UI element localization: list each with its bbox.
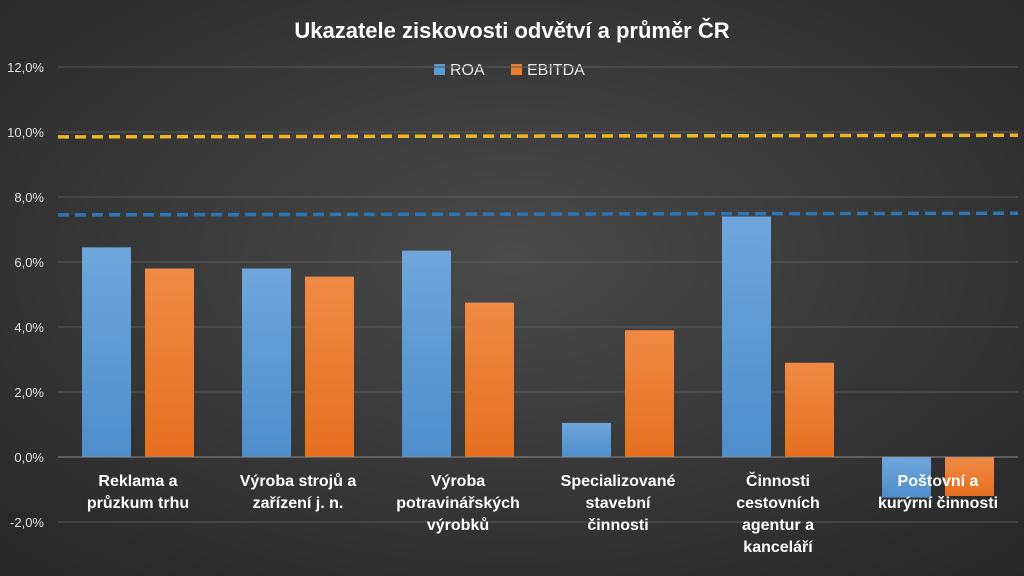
reference-line-roa — [57, 211, 1019, 217]
y-tick-label: 10,0% — [7, 125, 44, 140]
bar-ebitda — [625, 330, 674, 457]
y-tick-label: 6,0% — [14, 255, 44, 270]
reference-lines — [57, 133, 1019, 217]
bar-roa — [562, 422, 611, 457]
x-tick-label: Reklama a průzkum trhu — [87, 473, 189, 512]
legend-label-roa: ROA — [450, 62, 485, 79]
bar-ebitda — [145, 268, 194, 457]
chart-title: Ukazatele ziskovosti odvětví a průměr ČR — [294, 18, 729, 43]
y-tick-label: 2,0% — [14, 385, 44, 400]
y-tick-label: 0,0% — [14, 450, 44, 465]
bar-ebitda — [305, 276, 354, 457]
bar-roa — [242, 268, 291, 457]
x-axis: Reklama a průzkum trhu Výroba strojů a zaří… — [58, 456, 1018, 556]
y-tick-label: -2,0% — [10, 515, 44, 530]
bar-ebitda — [465, 302, 514, 457]
legend: ROA EBITDA — [434, 62, 585, 79]
bar-roa — [82, 247, 131, 457]
y-tick-label: 12,0% — [7, 60, 44, 75]
bar-ebitda — [785, 362, 834, 457]
x-tick-label: Činnosti cestovních agentur a kanceláří — [736, 471, 820, 556]
legend-swatch-roa — [434, 64, 445, 75]
y-tick-label: 4,0% — [14, 320, 44, 335]
x-tick-label: Výroba strojů a zařízení j. n. — [240, 473, 357, 512]
reference-line-ebitda — [57, 133, 1019, 139]
x-tick-label: Specializované stavební činnosti — [561, 473, 676, 534]
bar-roa — [722, 216, 771, 457]
bars — [82, 216, 994, 498]
y-axis: -2,0% 0,0% 2,0% 4,0% 6,0% 8,0% 10,0% 12,0% — [7, 60, 44, 530]
legend-swatch-ebitda — [511, 64, 522, 75]
x-tick-label: Výroba potravinářských výrobků — [396, 473, 520, 534]
legend-label-ebitda: EBITDA — [527, 62, 585, 79]
bar-roa — [402, 250, 451, 457]
bar-roa — [882, 457, 931, 498]
x-tick-label: Poštovní a kurýrní činnosti — [878, 473, 998, 512]
bar-ebitda — [945, 457, 994, 496]
y-tick-label: 8,0% — [14, 190, 44, 205]
